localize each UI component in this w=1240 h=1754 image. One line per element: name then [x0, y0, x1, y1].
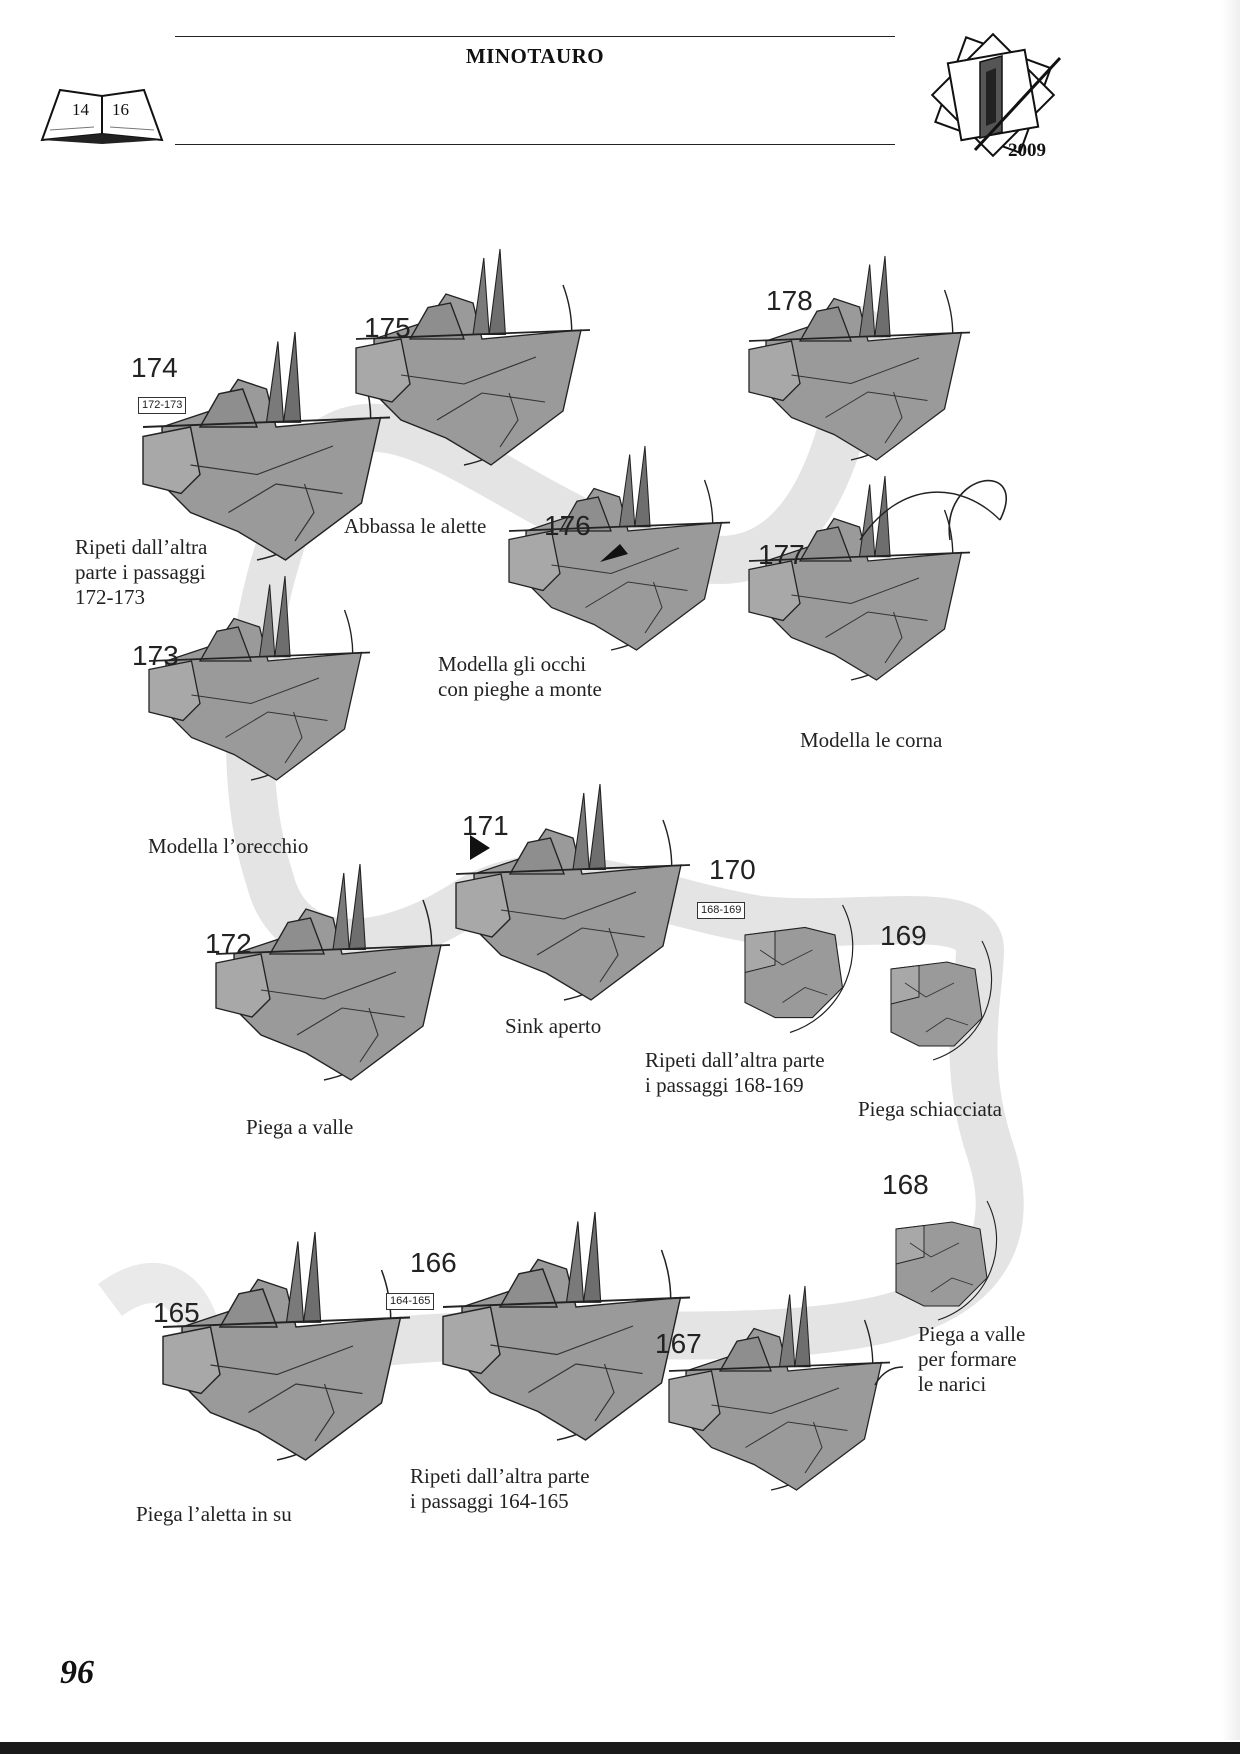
step-number-175: 175: [364, 312, 411, 343]
caption-176: Modella gli occhi con pieghe a monte: [438, 652, 602, 702]
page-number: 96: [60, 1654, 94, 1691]
diagram-166: [442, 1211, 691, 1441]
caption-line: Ripeti dall’altra parte: [410, 1464, 590, 1488]
scan-edge: [1222, 0, 1240, 1740]
diagram-170: [744, 904, 854, 1034]
caption-line: 172-173: [75, 585, 145, 609]
diagram-168: [895, 1200, 998, 1321]
emblem-icon: [930, 32, 1062, 158]
caption-175: Abbassa le alette: [344, 514, 487, 538]
emblem-logo: 2009: [920, 22, 1070, 172]
step-number-178: 178: [766, 285, 813, 316]
caption-168: Piega a valle per formare le narici: [918, 1322, 1025, 1397]
caption-line: Piega a valle: [918, 1322, 1026, 1346]
step-number-176: 176: [544, 510, 591, 541]
caption-169: Piega schiacciata: [858, 1097, 1003, 1121]
step-number-170: 170: [709, 854, 756, 885]
caption-line: parte i passaggi: [75, 560, 206, 584]
step-number-168: 168: [882, 1169, 929, 1200]
caption-line: Ripeti dall’altra: [75, 535, 208, 559]
caption-line: Ripeti dall’altra parte: [645, 1048, 825, 1072]
diagram-167: [668, 1285, 891, 1491]
caption-171: Sink aperto: [505, 1014, 602, 1038]
step-number-174: 174: [131, 352, 178, 383]
step-number-173: 173: [132, 640, 179, 671]
caption-line: con pieghe a monte: [438, 677, 602, 701]
caption-165: Piega l’aletta in su: [136, 1502, 292, 1526]
step-ref-170: 168-169: [697, 902, 746, 919]
book-logo: 14 16: [38, 84, 166, 144]
caption-166: Ripeti dall’altra parte i passaggi 164-1…: [410, 1464, 590, 1514]
caption-173: Modella l’orecchio: [148, 834, 309, 858]
diagram-165: [162, 1231, 411, 1461]
caption-line: i passaggi 168-169: [645, 1073, 804, 1097]
step-ref-174: 172-173: [138, 397, 187, 414]
book-icon: [40, 88, 164, 144]
page-title: MINOTAURO: [465, 44, 605, 68]
book-page-left: 14: [72, 100, 89, 119]
emblem-year: 2009: [1008, 140, 1046, 161]
caption-172: Piega a valle: [246, 1115, 354, 1139]
diagram-169: [890, 940, 993, 1061]
diagram-177: [748, 475, 971, 681]
header-rule-bottom: [175, 144, 895, 145]
caption-line: per formare: [918, 1347, 1017, 1371]
diagram-172: [215, 863, 451, 1081]
step-number-169: 169: [880, 920, 927, 951]
step-number-167: 167: [655, 1328, 702, 1359]
step-number-172: 172: [205, 928, 252, 959]
step-number-166: 166: [410, 1247, 457, 1278]
bottom-bar: [0, 1742, 1240, 1754]
caption-170: Ripeti dall’altra parte i passaggi 168-1…: [645, 1048, 825, 1098]
caption-177: Modella le corna: [800, 728, 943, 752]
caption-line: le narici: [918, 1372, 987, 1396]
caption-line: i passaggi 164-165: [410, 1489, 569, 1513]
caption-line: Modella gli occhi: [438, 652, 587, 676]
book-page-right: 16: [112, 100, 129, 119]
step-ref-166: 164-165: [386, 1293, 435, 1310]
diagram-175: [355, 248, 591, 466]
caption-174: Ripeti dall’altra parte i passaggi 172-1…: [75, 535, 207, 610]
step-number-165: 165: [153, 1297, 200, 1328]
header-rule-top: [175, 36, 895, 37]
step-number-177: 177: [758, 539, 805, 570]
step-number-171: 171: [462, 810, 509, 841]
